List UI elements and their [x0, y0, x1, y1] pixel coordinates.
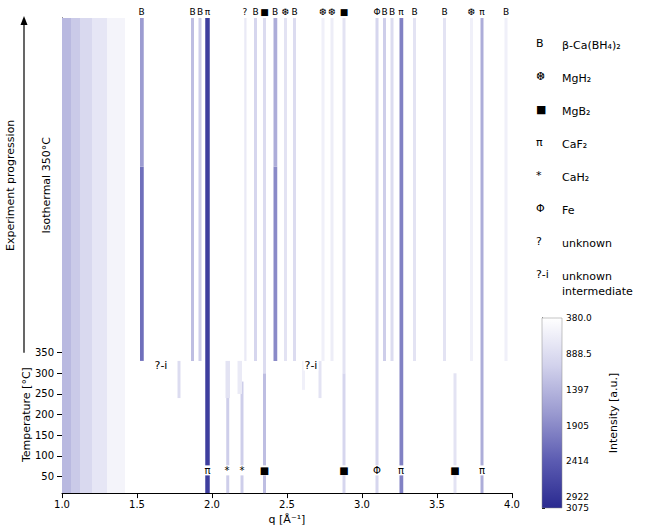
svg-text:CaF₂: CaF₂: [562, 138, 587, 151]
svg-text:❆: ❆: [468, 7, 476, 17]
svg-text:*: *: [225, 465, 230, 476]
svg-text:π: π: [536, 136, 543, 149]
svg-text:380.0: 380.0: [566, 313, 592, 323]
svg-text:3.0: 3.0: [354, 499, 370, 510]
svg-text:π: π: [479, 7, 485, 17]
svg-text:q [Å⁻¹]: q [Å⁻¹]: [269, 513, 306, 526]
svg-text:*: *: [536, 169, 542, 182]
svg-text:π: π: [398, 465, 404, 476]
svg-text:Isothermal 350°C: Isothermal 350°C: [40, 137, 53, 234]
svg-text:B: B: [411, 7, 417, 17]
svg-text:B: B: [189, 7, 195, 17]
svg-text:350: 350: [35, 347, 54, 358]
svg-text:300: 300: [35, 368, 54, 379]
svg-text:■: ■: [260, 465, 269, 476]
svg-text:2.0: 2.0: [204, 499, 220, 510]
svg-text:200: 200: [35, 409, 54, 420]
svg-text:3075: 3075: [566, 503, 589, 513]
svg-text:MgH₂: MgH₂: [562, 72, 591, 85]
svg-text:B: B: [197, 7, 203, 17]
svg-text:?-i: ?-i: [155, 359, 168, 372]
svg-text:2.5: 2.5: [279, 499, 295, 510]
svg-text:1.5: 1.5: [129, 499, 145, 510]
svg-text:B: B: [252, 7, 258, 17]
svg-text:?: ?: [243, 7, 248, 17]
svg-text:Experiment progression: Experiment progression: [4, 120, 17, 251]
svg-text:250: 250: [35, 388, 54, 399]
svg-text:?: ?: [536, 235, 542, 248]
svg-text:B: B: [138, 7, 144, 17]
svg-text:1397: 1397: [566, 385, 589, 395]
svg-text:■: ■: [339, 465, 348, 476]
svg-text:*: *: [240, 465, 245, 476]
svg-text:2414: 2414: [566, 456, 589, 466]
svg-text:B: B: [291, 7, 297, 17]
svg-text:π: π: [398, 7, 404, 17]
svg-text:B: B: [536, 37, 544, 50]
svg-text:intermediate: intermediate: [562, 285, 633, 298]
svg-text:B: B: [389, 7, 395, 17]
svg-text:2922: 2922: [566, 492, 589, 502]
svg-text:■: ■: [260, 7, 269, 17]
svg-text:Φ: Φ: [536, 202, 545, 215]
svg-text:❆: ❆: [536, 70, 545, 83]
svg-text:π: π: [204, 465, 210, 476]
svg-text:100: 100: [35, 450, 54, 461]
svg-text:❆: ❆: [328, 7, 336, 17]
svg-text:■: ■: [536, 103, 546, 116]
svg-text:unknown: unknown: [562, 270, 615, 283]
svg-text:?-i: ?-i: [536, 268, 549, 281]
svg-text:❆: ❆: [319, 7, 327, 17]
svg-text:1.0: 1.0: [54, 499, 70, 510]
svg-text:■: ■: [340, 7, 349, 17]
svg-text:β-Ca(BH₄)₂: β-Ca(BH₄)₂: [562, 39, 621, 52]
svg-text:Fe: Fe: [562, 204, 575, 217]
svg-text:CaH₂: CaH₂: [562, 171, 589, 184]
svg-text:π: π: [205, 7, 211, 17]
svg-text:B: B: [441, 7, 447, 17]
svg-text:150: 150: [35, 430, 54, 441]
svg-text:B: B: [503, 7, 509, 17]
svg-text:Intensity [a.u.]: Intensity [a.u.]: [607, 373, 620, 454]
svg-text:MgB₂: MgB₂: [562, 105, 590, 118]
svg-text:?-i: ?-i: [305, 359, 318, 372]
svg-text:3.5: 3.5: [429, 499, 445, 510]
svg-text:Φ: Φ: [373, 465, 381, 476]
svg-text:Temperature [°C]: Temperature [°C]: [20, 367, 33, 463]
svg-text:B: B: [272, 7, 278, 17]
svg-text:Φ: Φ: [373, 7, 380, 17]
svg-text:■: ■: [450, 465, 459, 476]
svg-text:B: B: [381, 7, 387, 17]
svg-text:❆: ❆: [282, 7, 290, 17]
svg-text:4.0: 4.0: [504, 499, 520, 510]
svg-text:888.5: 888.5: [566, 349, 592, 359]
svg-text:π: π: [479, 465, 485, 476]
svg-text:1905: 1905: [566, 421, 589, 431]
svg-text:unknown: unknown: [562, 237, 612, 250]
svg-text:50: 50: [41, 471, 54, 482]
